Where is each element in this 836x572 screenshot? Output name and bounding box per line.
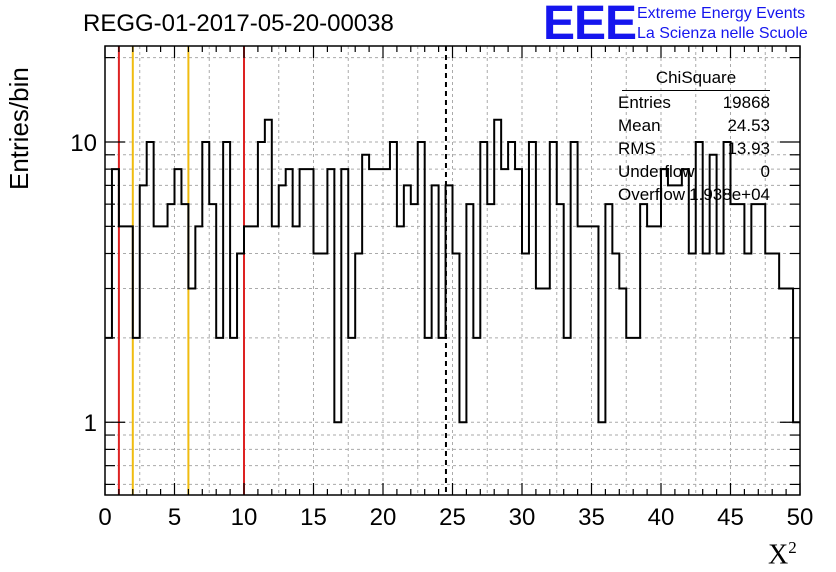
x-tick-label: 25: [439, 504, 466, 531]
stats-key: Overflow: [618, 185, 686, 204]
x-tick-label: 15: [300, 504, 327, 531]
stats-value: 1.938e+04: [689, 185, 770, 204]
eee-logo: EEE: [543, 0, 637, 50]
x-tick-label: 30: [509, 504, 536, 531]
stats-value: 13.93: [727, 139, 770, 158]
x-tick-label: 35: [578, 504, 605, 531]
x-tick-label: 40: [648, 504, 675, 531]
histogram-series: [105, 118, 800, 424]
stats-row: Overflow 1.938e+04: [612, 183, 782, 206]
stats-row: RMS 13.93: [612, 137, 782, 160]
x-tick-label: 50: [787, 504, 814, 531]
x-tick-label: 10: [231, 504, 258, 531]
stats-key: RMS: [618, 139, 656, 158]
stats-value: 19868: [722, 93, 770, 112]
x-tick-label: 5: [168, 504, 181, 531]
x-tick-label: 0: [98, 504, 111, 531]
stats-box: ChiSquare Entries 19868 Mean 24.53 RMS 13.9…: [612, 66, 782, 206]
logo-line-1: Extreme Energy Events: [637, 5, 806, 22]
eee-logo-text: Extreme Energy Events La Scienza nelle S…: [637, 4, 808, 44]
chart-title: REGG-01-2017-05-20-00038: [83, 10, 394, 37]
stats-key: Mean: [618, 116, 661, 135]
axis-ticks: 0 5 10 15 20 25 30 35 40 45 50 1 10: [70, 46, 813, 531]
reference-lines: [117, 46, 447, 495]
x-tick-label: 20: [370, 504, 397, 531]
stats-value: 24.53: [727, 116, 770, 135]
x-axis-label-base: X: [768, 539, 789, 571]
x-axis-label: X2: [768, 538, 797, 571]
logo-line-2: La Scienza nelle Scuole: [637, 25, 808, 42]
stats-key: Underflow: [618, 162, 695, 181]
y-tick-label: 10: [70, 130, 97, 157]
stats-header: ChiSquare: [622, 66, 770, 91]
stats-row: Underflow 0: [612, 160, 782, 183]
x-axis-label-sup: 2: [788, 538, 797, 557]
y-axis-label: Entries/bin: [4, 67, 34, 190]
y-tick-label: 1: [84, 410, 97, 437]
stats-key: Entries: [618, 93, 671, 112]
x-tick-label: 45: [717, 504, 744, 531]
stats-value: 0: [760, 162, 770, 181]
stats-row: Entries 19868: [612, 91, 782, 114]
stats-row: Mean 24.53: [612, 114, 782, 137]
